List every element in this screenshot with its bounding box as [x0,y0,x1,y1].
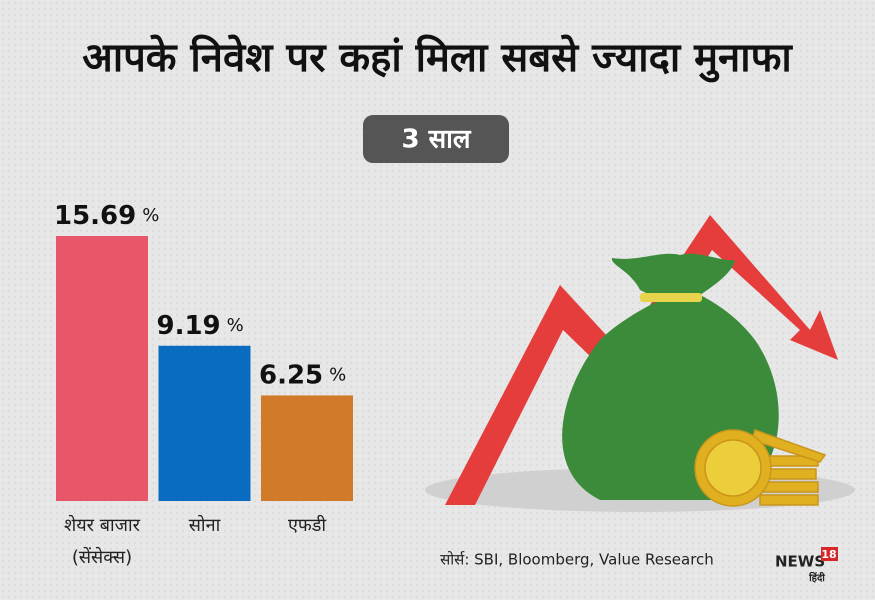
logo-name: NEWS [775,553,825,571]
logo-box [821,547,838,561]
value-number: 9.19 [157,310,221,340]
value-unit: % [227,315,244,336]
bar [261,395,353,501]
logo: NEWS 18 हिंदी [775,547,838,584]
bar [158,345,251,501]
source: सोर्स: SBI, Bloomberg, Value Research [440,551,714,569]
subtitle: 3 साल [401,125,471,155]
value-label: 9.19% [157,310,244,340]
x-tick-label: (सेंसेक्स) [72,546,132,568]
value-number: 6.25 [259,360,323,390]
x-tick-label: एफडी [288,514,326,536]
value-label: 15.69% [54,201,159,231]
logo-language: हिंदी [808,571,825,584]
illustration [425,215,855,512]
subtitle-pill [363,115,509,163]
x-tick-label: शेयर बाजार [64,514,141,536]
value-number: 15.69 [54,201,136,231]
value-unit: % [142,205,159,226]
value-unit: % [329,364,346,385]
value-label: 6.25% [259,360,346,390]
logo-number: 18 [821,548,836,561]
bar [56,236,148,501]
x-tick-label: सोना [189,514,221,536]
chart-title: आपके निवेश पर कहां मिला सबसे ज्यादा मुना… [82,34,793,83]
